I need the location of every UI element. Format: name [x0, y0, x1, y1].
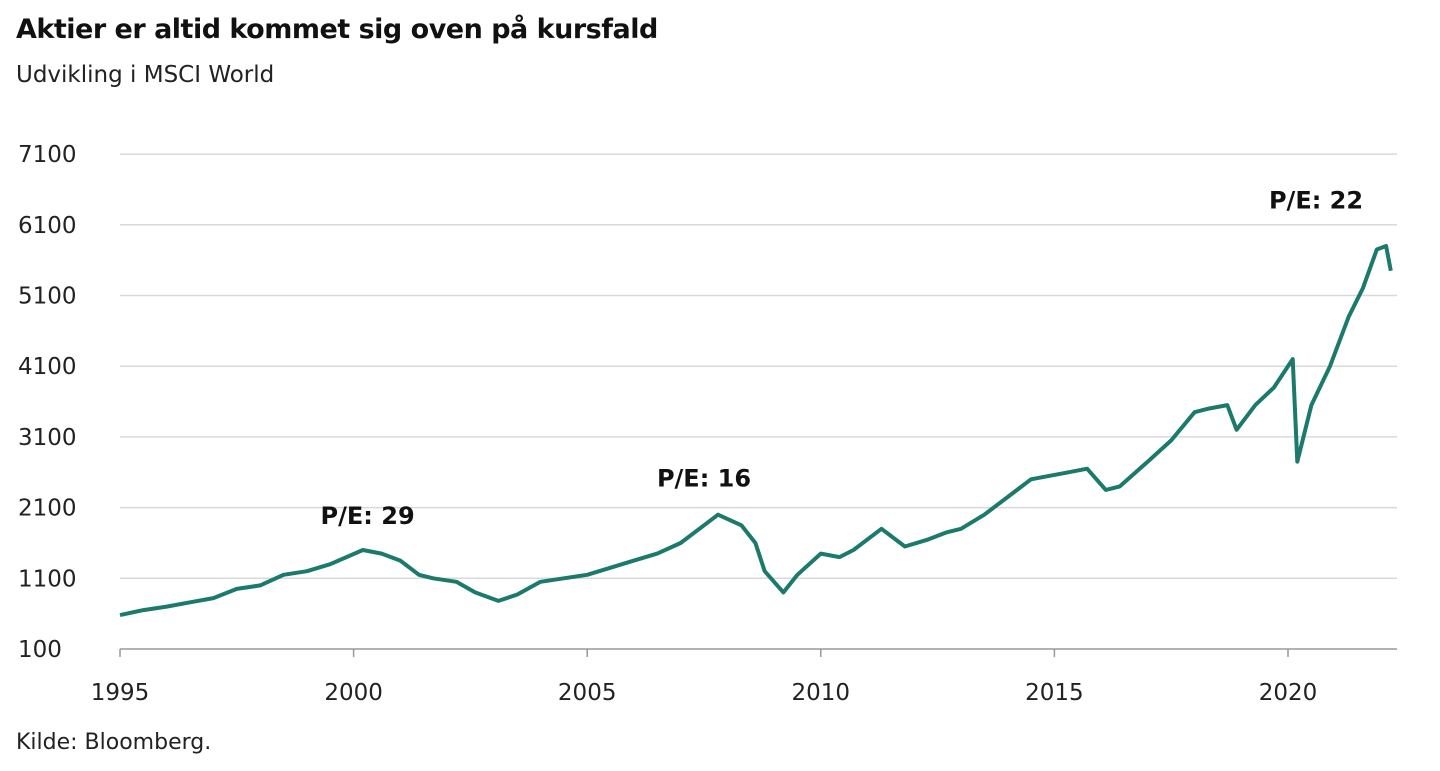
- source-note: Kilde: Bloomberg.: [16, 730, 212, 755]
- x-tick-label: 2020: [1259, 680, 1318, 706]
- y-tick-label: 4100: [18, 354, 77, 380]
- x-tick-label: 1995: [91, 680, 150, 706]
- y-tick-label: 7100: [18, 142, 77, 168]
- y-tick-label: 3100: [18, 425, 77, 451]
- x-tick-label: 2015: [1025, 680, 1084, 706]
- pe-annotation: P/E: 16: [657, 464, 751, 492]
- chart-title: Aktier er altid kommet sig oven på kursf…: [16, 14, 658, 45]
- chart-subtitle: Udvikling i MSCI World: [16, 62, 275, 88]
- pe-annotation: P/E: 22: [1269, 187, 1363, 215]
- y-tick-label: 6100: [18, 213, 77, 239]
- msci-world-line: [119, 244, 1393, 618]
- x-tick-label: 2000: [324, 680, 383, 706]
- y-tick-label: 1100: [18, 566, 77, 592]
- y-tick-label: 100: [18, 637, 62, 663]
- x-tick-label: 2005: [558, 680, 617, 706]
- y-tick-label: 2100: [18, 496, 77, 522]
- y-tick-label: 5100: [18, 284, 77, 310]
- x-tick-label: 2010: [792, 680, 851, 706]
- pe-annotation: P/E: 29: [321, 502, 415, 530]
